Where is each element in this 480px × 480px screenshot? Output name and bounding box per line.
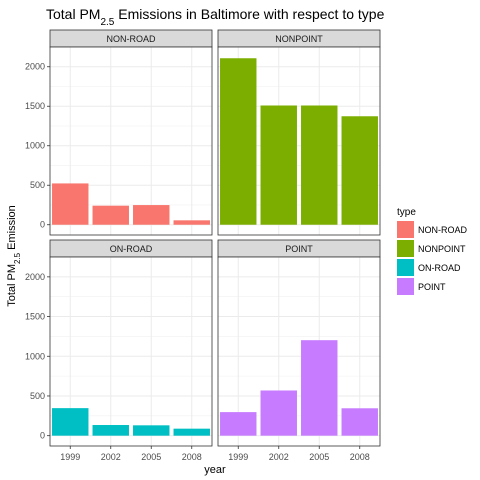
panel-non-road: NON-ROAD bbox=[49, 29, 213, 236]
y-tick-label: 1000 bbox=[25, 351, 45, 361]
panel-nonpoint: NONPOINT bbox=[217, 29, 381, 236]
legend-label-nonpoint: NONPOINT bbox=[418, 244, 466, 254]
bar-point-2008 bbox=[341, 408, 378, 436]
x-tick-label-2008: 2008 bbox=[182, 452, 202, 462]
legend-swatch-nonpoint bbox=[397, 240, 414, 257]
x-tick-label-1999: 1999 bbox=[60, 452, 80, 462]
y-axis-title-subscript: 2.5 bbox=[13, 252, 22, 264]
panel-border-nonpoint bbox=[217, 46, 381, 236]
bar-non-road-2008 bbox=[173, 220, 210, 225]
panel-border-on-road bbox=[49, 256, 213, 447]
y-tick-label: 2000 bbox=[25, 62, 45, 72]
panel-border-non-road bbox=[49, 46, 213, 236]
legend-label-non-road: NON-ROAD bbox=[418, 225, 467, 235]
strip-label-non-road: NON-ROAD bbox=[107, 34, 156, 44]
x-tick-label-2002: 2002 bbox=[269, 452, 289, 462]
legend-item-nonpoint: NONPOINT bbox=[397, 240, 466, 257]
bar-non-road-2002 bbox=[92, 205, 129, 225]
legend-swatch-non-road bbox=[397, 221, 414, 238]
axes-layer: 0 500 1000 1500 2000 0 500 1000 1500 2000 1999 2002… bbox=[25, 62, 370, 462]
x-tick-label-2008: 2008 bbox=[350, 452, 370, 462]
bar-on-road-1999 bbox=[52, 408, 89, 436]
y-tick-label: 2000 bbox=[25, 272, 45, 282]
y-tick-label: 0 bbox=[40, 431, 45, 441]
bar-on-road-2008 bbox=[173, 428, 210, 436]
bar-non-road-2005 bbox=[133, 205, 170, 225]
legend-label-on-road: ON-ROAD bbox=[418, 263, 461, 273]
bar-nonpoint-2008 bbox=[341, 116, 378, 225]
x-tick-label-2005: 2005 bbox=[309, 452, 329, 462]
legend-item-non-road: NON-ROAD bbox=[397, 221, 467, 238]
strip-label-nonpoint: NONPOINT bbox=[275, 34, 323, 44]
panel-border-point bbox=[217, 256, 381, 447]
y-tick-label: 500 bbox=[30, 391, 45, 401]
y-tick-label: 1000 bbox=[25, 141, 45, 151]
strip-label-on-road: ON-ROAD bbox=[110, 244, 153, 254]
panel-point: POINT bbox=[217, 239, 381, 447]
legend: type NON-ROAD NONPOINT ON-ROAD POINT bbox=[397, 207, 467, 295]
x-tick-label-1999: 1999 bbox=[228, 452, 248, 462]
bar-on-road-2002 bbox=[92, 425, 129, 436]
legend-items: NON-ROAD NONPOINT ON-ROAD POINT bbox=[397, 221, 467, 295]
panel-on-road: ON-ROAD bbox=[49, 239, 213, 447]
y-tick-label: 0 bbox=[40, 220, 45, 230]
bar-on-road-2005 bbox=[133, 425, 170, 436]
x-tick-label-2005: 2005 bbox=[141, 452, 161, 462]
strip-label-point: POINT bbox=[285, 244, 313, 254]
legend-item-point: POINT bbox=[397, 278, 446, 295]
bar-point-1999 bbox=[220, 412, 257, 436]
y-tick-label: 500 bbox=[30, 180, 45, 190]
chart-title: Total PM2.5 Emissions in Baltimore with … bbox=[46, 6, 385, 28]
bar-nonpoint-2005 bbox=[301, 105, 338, 225]
chart-title-subscript: 2.5 bbox=[100, 17, 114, 28]
bar-point-2002 bbox=[260, 390, 297, 436]
legend-item-on-road: ON-ROAD bbox=[397, 259, 461, 276]
legend-swatch-point bbox=[397, 278, 414, 295]
legend-label-point: POINT bbox=[418, 282, 446, 292]
bar-nonpoint-1999 bbox=[220, 58, 257, 225]
panels-layer: NON-ROAD NONPOINT ON-ROAD POINT bbox=[49, 29, 381, 447]
bar-nonpoint-2002 bbox=[260, 105, 297, 225]
y-tick-label: 1500 bbox=[25, 101, 45, 111]
bar-non-road-1999 bbox=[52, 183, 89, 225]
x-axis-title: year bbox=[204, 464, 226, 476]
y-axis-title: Total PM2.5 Emission bbox=[6, 205, 22, 307]
bar-point-2005 bbox=[301, 340, 338, 436]
legend-swatch-on-road bbox=[397, 259, 414, 276]
y-tick-label: 1500 bbox=[25, 312, 45, 322]
x-tick-label-2002: 2002 bbox=[101, 452, 121, 462]
legend-title: type bbox=[397, 207, 416, 218]
